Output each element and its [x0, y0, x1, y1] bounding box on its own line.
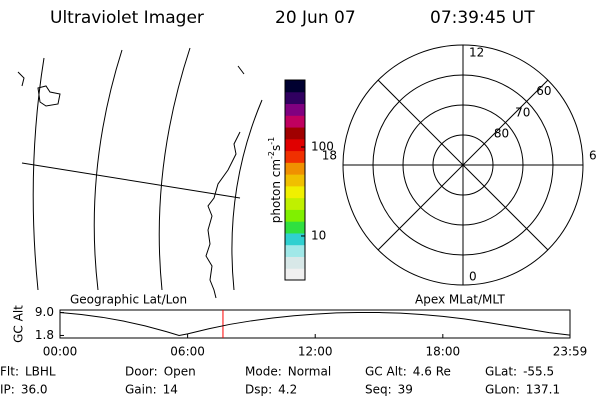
field-value: LBHL: [25, 365, 56, 379]
lat-label: 60: [536, 84, 551, 98]
color-step: [285, 91, 305, 105]
unit-exp: -1: [267, 137, 276, 145]
x-tick-label: 00:00: [43, 345, 78, 359]
y-tick-label: 1.8: [35, 328, 54, 342]
y-tick-label: 9.0: [35, 305, 54, 319]
color-step: [285, 232, 305, 246]
color-step: [285, 80, 305, 93]
color-step: [285, 162, 305, 175]
color-step: [285, 185, 305, 199]
meridian: [231, 99, 263, 291]
x-tick-label: 23:59: [553, 345, 588, 359]
date: 20 Jun 07: [275, 8, 356, 28]
field-label: IP:: [0, 383, 15, 397]
field-value: 4.2: [278, 383, 297, 397]
coast: [37, 85, 61, 107]
color-step: [285, 127, 305, 140]
meridian: [93, 49, 123, 291]
parallel: [21, 162, 241, 199]
coast: [205, 131, 241, 299]
color-step: [285, 103, 305, 116]
coast: [237, 65, 245, 75]
field-label: Door:: [125, 365, 158, 379]
unit-exp: -2: [267, 151, 276, 159]
field-label: GLon:: [485, 383, 520, 397]
dial-spoke: [377, 79, 549, 251]
unit: s: [269, 145, 283, 151]
mlt-label: 12: [469, 46, 484, 60]
map: [17, 47, 263, 299]
field-label: Seq:: [365, 383, 392, 397]
right-label: Apex MLat/MLT: [415, 293, 505, 307]
color-step: [285, 115, 305, 128]
field-value: Open: [164, 365, 196, 379]
field-value: 137.1: [526, 383, 560, 397]
field-label: Dsp:: [245, 383, 272, 397]
field-label: Mode:: [245, 365, 282, 379]
altitude-line: [59, 312, 571, 336]
field-value: Normal: [288, 365, 331, 379]
colorbar-unit: photon cm-2s-1: [267, 137, 283, 224]
color-step: [285, 138, 305, 152]
mlt-label: 6: [589, 149, 597, 163]
color-step: [285, 221, 305, 234]
mlt-label: 18: [322, 149, 337, 163]
field-label: Flt:: [0, 365, 19, 379]
field-value: -55.5: [523, 365, 554, 379]
lat-label: 80: [494, 127, 509, 141]
meridian: [158, 47, 191, 291]
colorbar-tick-label: 100: [311, 139, 334, 153]
x-tick-label: 06:00: [170, 345, 205, 359]
field-value: 39: [398, 383, 413, 397]
field-label: GC Alt:: [365, 365, 407, 379]
color-step: [285, 197, 305, 210]
colorbar-tick-label: 10: [311, 228, 326, 242]
field-value: 4.6 Re: [413, 365, 451, 379]
field-label: Gain:: [125, 383, 157, 397]
color-step: [285, 174, 305, 187]
color-step: [285, 256, 305, 269]
color-step: [285, 244, 305, 257]
coast: [17, 71, 25, 87]
field-label: GLat:: [485, 365, 517, 379]
color-step: [285, 268, 305, 281]
lat-label: 70: [515, 105, 530, 119]
y-axis-label: GC Alt: [12, 305, 26, 343]
colorbar-frame: [284, 79, 306, 281]
meridian: [32, 57, 45, 291]
mlt-label: 0: [469, 270, 477, 284]
unit: photon cm: [269, 159, 283, 223]
x-tick-label: 18:00: [426, 345, 461, 359]
x-tick-label: 12:00: [298, 345, 333, 359]
color-step: [285, 209, 305, 222]
time: 07:39:45 UT: [430, 8, 535, 28]
field-value: 36.0: [21, 383, 48, 397]
field-value: 14: [163, 383, 178, 397]
color-step: [285, 150, 305, 163]
instrument: Ultraviolet Imager: [50, 8, 204, 28]
left-label: Geographic Lat/Lon: [70, 293, 187, 307]
